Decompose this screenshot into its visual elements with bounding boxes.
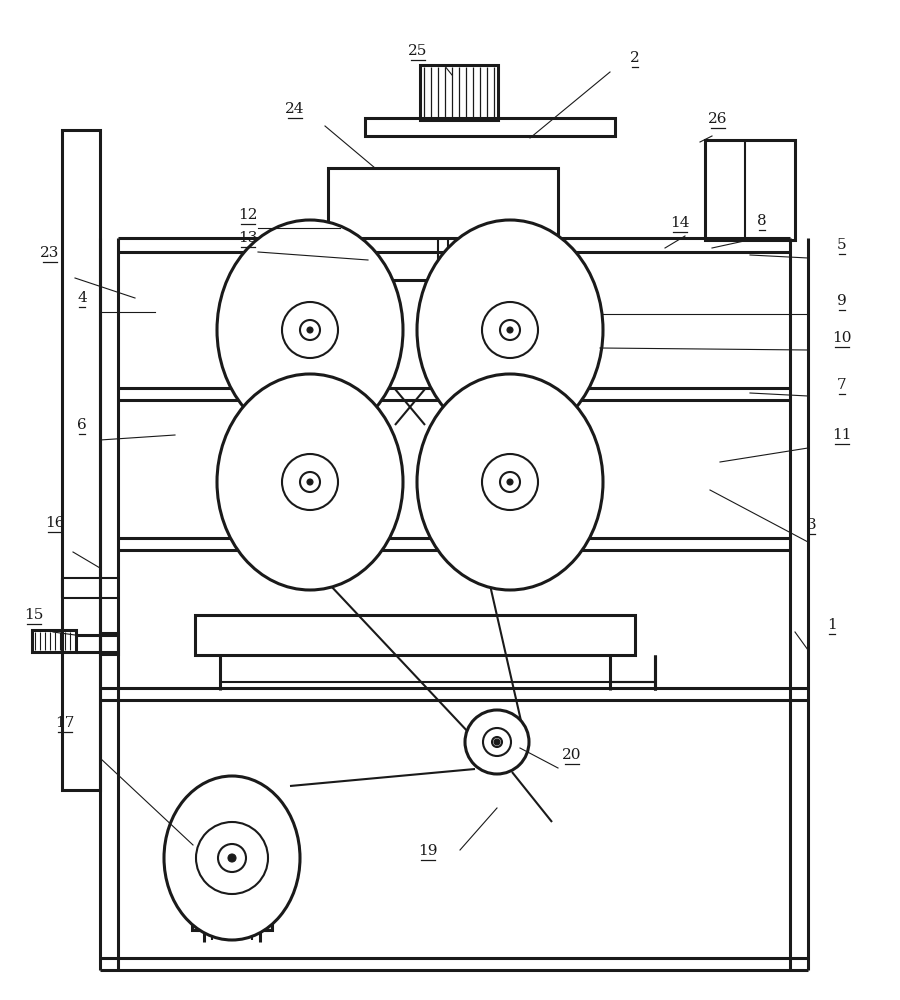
Ellipse shape (465, 710, 529, 774)
Bar (62, 130, 100, 790)
Bar (192, 918, 272, 930)
Text: 11: 11 (832, 428, 851, 442)
Circle shape (507, 327, 513, 333)
Text: 17: 17 (55, 716, 75, 730)
Circle shape (228, 854, 236, 862)
Circle shape (483, 728, 511, 756)
Text: 19: 19 (418, 844, 437, 858)
Circle shape (500, 472, 520, 492)
Text: 4: 4 (77, 291, 87, 305)
Text: 26: 26 (708, 112, 728, 126)
Bar (365, 118, 615, 136)
Text: 6: 6 (77, 418, 87, 432)
Bar (705, 140, 795, 240)
Text: 16: 16 (45, 516, 65, 530)
Text: 12: 12 (238, 208, 257, 222)
Circle shape (307, 479, 313, 485)
Circle shape (300, 320, 320, 340)
Text: 8: 8 (757, 214, 767, 228)
Ellipse shape (417, 374, 603, 590)
Text: 3: 3 (807, 518, 817, 532)
Circle shape (482, 454, 538, 510)
Ellipse shape (217, 374, 403, 590)
Text: 1: 1 (827, 618, 837, 632)
Bar (100, 633, 118, 654)
Text: 5: 5 (837, 238, 847, 252)
Text: 20: 20 (562, 748, 581, 762)
Text: 9: 9 (837, 294, 847, 308)
Text: 2: 2 (630, 51, 640, 65)
Ellipse shape (217, 220, 403, 440)
Circle shape (307, 327, 313, 333)
Circle shape (507, 479, 513, 485)
Ellipse shape (417, 220, 603, 440)
Circle shape (482, 302, 538, 358)
Circle shape (300, 472, 320, 492)
Ellipse shape (164, 776, 300, 940)
Circle shape (218, 844, 246, 872)
Text: 24: 24 (285, 102, 305, 116)
Bar (420, 65, 498, 120)
Bar (195, 615, 635, 655)
Text: 14: 14 (670, 216, 689, 230)
Circle shape (282, 454, 338, 510)
Circle shape (500, 320, 520, 340)
Text: 13: 13 (238, 231, 257, 245)
Circle shape (492, 737, 502, 747)
Text: 25: 25 (409, 44, 428, 58)
Circle shape (196, 822, 268, 894)
Text: 7: 7 (837, 378, 847, 392)
Text: 10: 10 (832, 331, 851, 345)
Circle shape (282, 302, 338, 358)
Text: 23: 23 (40, 246, 59, 260)
Text: 15: 15 (24, 608, 44, 622)
Circle shape (494, 739, 500, 745)
Bar (32, 630, 76, 652)
Bar (328, 168, 558, 280)
